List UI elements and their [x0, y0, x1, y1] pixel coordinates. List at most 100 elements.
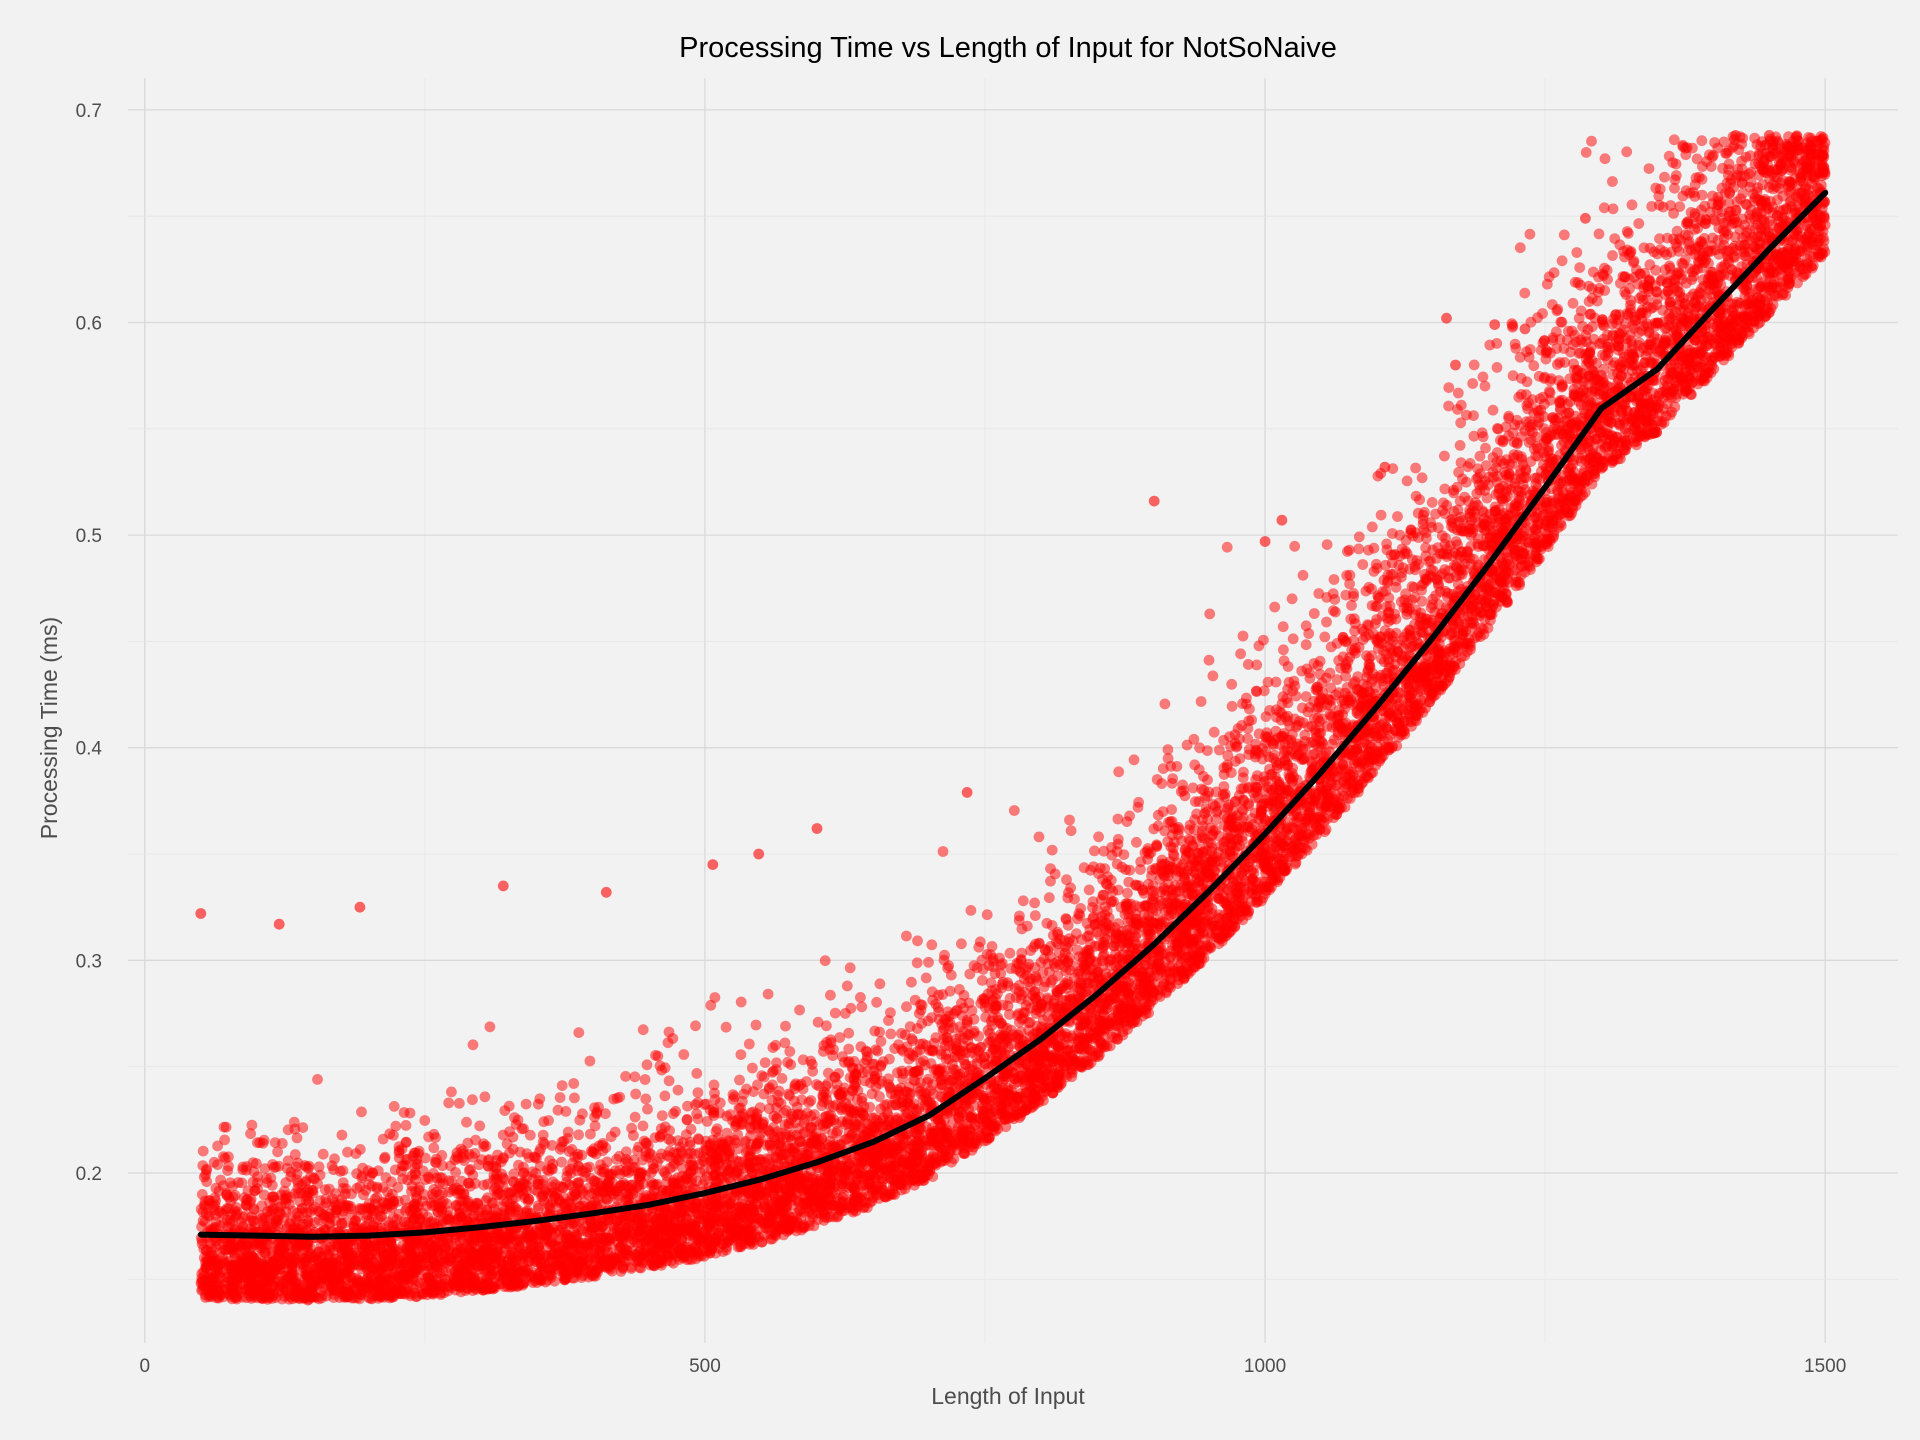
scatter-point	[981, 909, 993, 921]
scatter-point	[356, 1106, 367, 1118]
scatter-point	[1213, 744, 1225, 756]
scatter-point	[1328, 574, 1340, 585]
scatter-point	[1363, 544, 1374, 556]
scatter-point	[901, 930, 912, 942]
scatter-point	[484, 1021, 496, 1033]
scatter-point	[640, 1093, 652, 1105]
scatter-point	[1269, 601, 1281, 613]
scatter-point	[1452, 404, 1463, 415]
scatter-point	[629, 1071, 641, 1083]
scatter-point	[354, 1144, 366, 1155]
scatter-point	[1222, 750, 1234, 761]
scatter-point	[1093, 831, 1104, 843]
scatter-point	[920, 972, 932, 984]
scatter-point	[1308, 608, 1320, 619]
scatter-point	[1454, 495, 1466, 507]
scatter-point	[1492, 447, 1503, 458]
scatter-point	[641, 1059, 653, 1071]
scatter-point	[420, 1152, 431, 1164]
scatter-point	[1166, 804, 1177, 815]
scatter-point	[1507, 321, 1518, 333]
scatter-point	[1221, 541, 1233, 553]
scatter-point	[1744, 150, 1756, 162]
scatter-point	[1472, 463, 1484, 475]
scatter-point	[642, 1103, 653, 1115]
scatter-point	[1548, 267, 1560, 279]
scatter-point	[556, 1080, 568, 1091]
scatter-point	[1246, 714, 1257, 726]
scatter-point	[1509, 338, 1521, 350]
scatter-point	[1253, 728, 1265, 740]
scatter-point	[1124, 864, 1136, 876]
scatter-point	[1392, 511, 1403, 522]
scatter-point	[1029, 910, 1041, 921]
scatter-point	[732, 1129, 743, 1141]
scatter-point	[709, 992, 721, 1003]
scatter-point	[1061, 874, 1072, 886]
scatter-point	[1467, 378, 1479, 389]
scatter-point	[1235, 648, 1246, 660]
scatter-point	[1242, 733, 1254, 745]
scatter-point	[443, 1097, 455, 1109]
scatter-point	[750, 1019, 762, 1031]
scatter-point	[560, 1106, 572, 1117]
scatter-point	[911, 957, 923, 969]
scatter-point	[1122, 887, 1133, 899]
scatter-point	[546, 1140, 558, 1151]
scatter-point	[400, 1120, 412, 1131]
scatter-point	[568, 1078, 580, 1089]
scatter-point	[1443, 382, 1455, 393]
scatter-point	[585, 1128, 596, 1140]
scatter-point	[859, 1075, 871, 1087]
scatter-point	[691, 1068, 703, 1079]
scatter-point	[1357, 559, 1369, 570]
scatter-point	[1113, 766, 1125, 778]
scatter-point	[1500, 421, 1512, 433]
scatter-point	[600, 1108, 611, 1120]
scatter-point	[1348, 588, 1359, 599]
scatter-point	[1586, 135, 1597, 147]
scatter-point	[474, 1120, 486, 1132]
scatter-point	[1112, 813, 1124, 825]
scatter-point	[965, 905, 977, 916]
scatter-point	[236, 1177, 248, 1189]
scatter-point	[1401, 475, 1413, 487]
scatter-point	[1519, 287, 1531, 299]
scatter-point	[1474, 450, 1486, 462]
scatter-point	[1218, 734, 1229, 746]
scatter-point	[1370, 601, 1382, 612]
scatter-point	[1203, 654, 1215, 666]
scatter-point	[759, 1057, 771, 1068]
scatter-point	[812, 1016, 824, 1028]
scatter-point	[337, 1165, 349, 1176]
scatter-point	[453, 1097, 465, 1109]
scatter-point	[692, 1113, 704, 1125]
scatter-point	[663, 1075, 675, 1087]
scatter-point	[1416, 472, 1428, 484]
scatter-point	[734, 1074, 745, 1086]
scatter-points	[195, 130, 1831, 1306]
scatter-point	[446, 1086, 457, 1098]
scatter-point	[1558, 229, 1570, 241]
scatter-point	[1659, 264, 1671, 275]
scatter-point	[1487, 404, 1499, 416]
scatter-point	[1004, 947, 1016, 959]
scatter-point	[1452, 387, 1464, 399]
scatter-point	[520, 1098, 532, 1110]
scatter-point	[552, 1104, 564, 1116]
scatter-point	[843, 1027, 855, 1039]
scatter-point	[1013, 915, 1025, 926]
scatter-point	[1593, 228, 1605, 240]
scatter-point	[926, 939, 938, 951]
scatter-point	[690, 1020, 701, 1032]
scatter-point	[390, 1120, 402, 1132]
scatter-point	[637, 1024, 649, 1036]
scatter-point	[656, 1110, 668, 1121]
scatter-point	[672, 1084, 684, 1096]
scatter-point	[1072, 944, 1083, 956]
scatter-point	[937, 846, 949, 857]
scatter-point	[1089, 845, 1100, 857]
scatter-point	[1230, 755, 1241, 767]
scatter-point	[223, 1151, 234, 1163]
